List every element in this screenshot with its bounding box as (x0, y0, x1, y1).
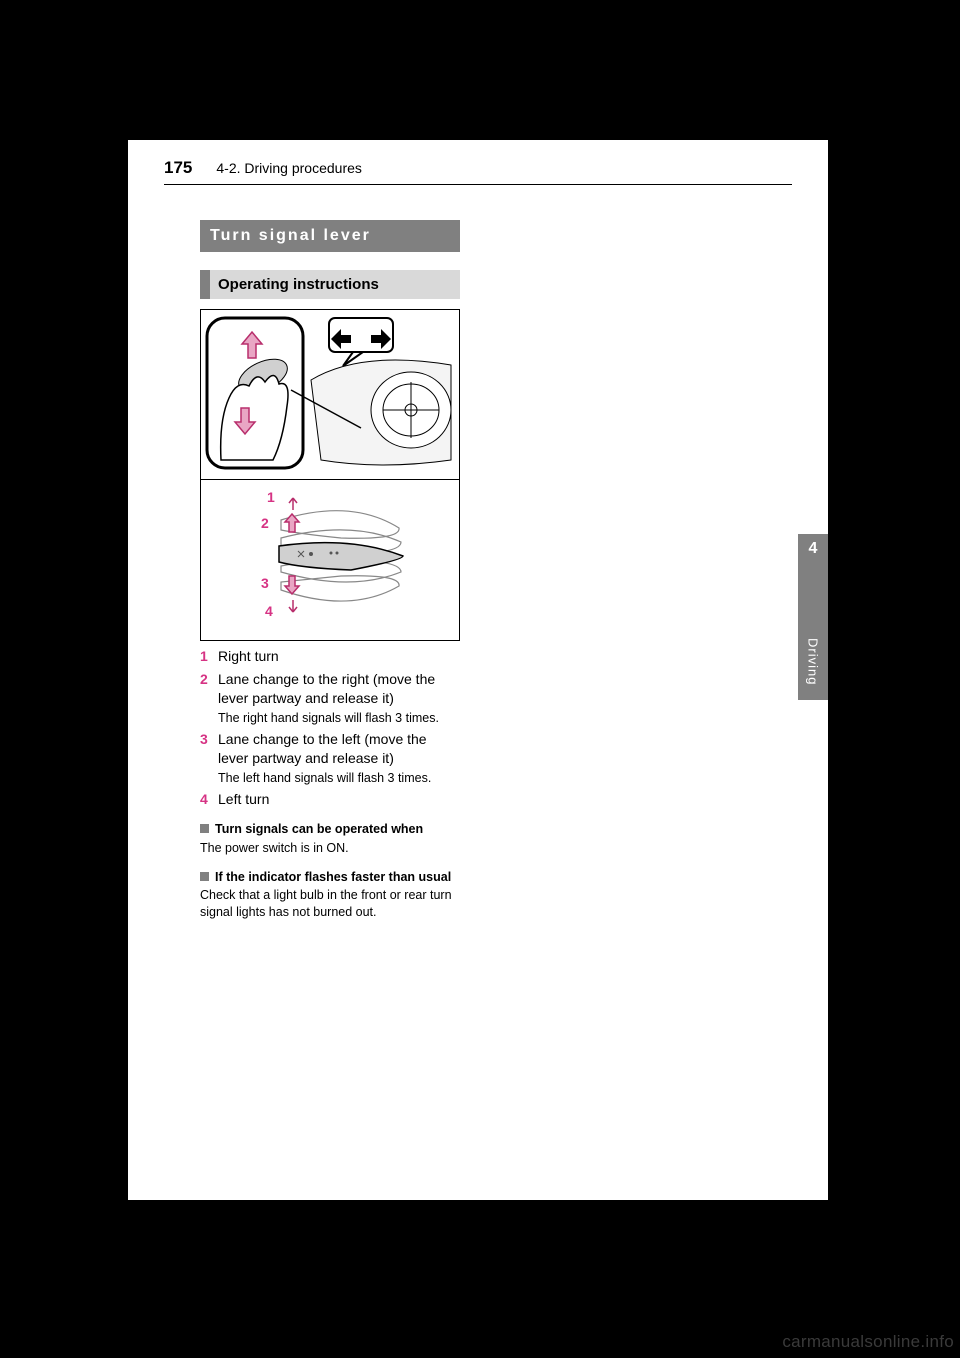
side-tab-label: Driving (806, 638, 821, 685)
content-column: Turn signal lever Operating instructions (200, 220, 460, 921)
note-bullet-icon (200, 872, 209, 881)
note-title: If the indicator flashes faster than usu… (215, 869, 451, 886)
watermark: carmanualsonline.info (782, 1332, 954, 1352)
item-subtext: The right hand signals will flash 3 time… (218, 710, 460, 726)
item-title: Left turn (218, 790, 460, 809)
chapter-ref: 4-2. (216, 160, 240, 176)
item-subtext: The left hand signals will flash 3 times… (218, 770, 460, 786)
note-bullet-icon (200, 824, 209, 833)
item-number: 3 (200, 730, 218, 786)
fig-label-4: 4 (265, 603, 273, 619)
side-tab-chapter: 4 (798, 540, 828, 558)
page-header: 175 4-2. Driving procedures (128, 140, 828, 184)
lever-positions: 1 2 3 4 (201, 480, 459, 640)
fig-label-3: 3 (261, 575, 269, 591)
section-title: Turn signal lever (200, 220, 460, 252)
page: 175 4-2. Driving procedures 4 Driving Tu… (128, 140, 828, 1200)
section-subtitle: Operating instructions (200, 270, 460, 299)
note-body: The power switch is in ON. (200, 840, 460, 857)
item-number: 4 (200, 790, 218, 809)
item-4: 4 Left turn (200, 790, 460, 809)
item-title: Lane change to the left (move the lever … (218, 730, 460, 768)
item-list: 1 Right turn 2 Lane change to the right … (200, 647, 460, 809)
fig-label-1: 1 (267, 489, 275, 505)
figure-box: 1 2 3 4 (200, 309, 460, 641)
item-1: 1 Right turn (200, 647, 460, 666)
page-number: 175 (164, 158, 192, 178)
note-body: Check that a light bulb in the front or … (200, 887, 460, 921)
header-rule (164, 184, 792, 185)
chapter-title: Driving procedures (244, 160, 362, 176)
note-title: Turn signals can be operated when (215, 821, 423, 838)
item-title: Right turn (218, 647, 460, 666)
note-2: If the indicator flashes faster than usu… (200, 869, 460, 922)
fig-label-2: 2 (261, 515, 269, 531)
breadcrumb: 4-2. Driving procedures (216, 160, 792, 176)
item-number: 2 (200, 670, 218, 726)
item-3: 3 Lane change to the left (move the leve… (200, 730, 460, 786)
figure-svg: 1 2 3 4 (201, 310, 459, 640)
item-title: Lane change to the right (move the lever… (218, 670, 460, 708)
item-number: 1 (200, 647, 218, 666)
note-1: Turn signals can be operated when The po… (200, 821, 460, 857)
item-2: 2 Lane change to the right (move the lev… (200, 670, 460, 726)
side-tab: 4 Driving (798, 534, 828, 700)
